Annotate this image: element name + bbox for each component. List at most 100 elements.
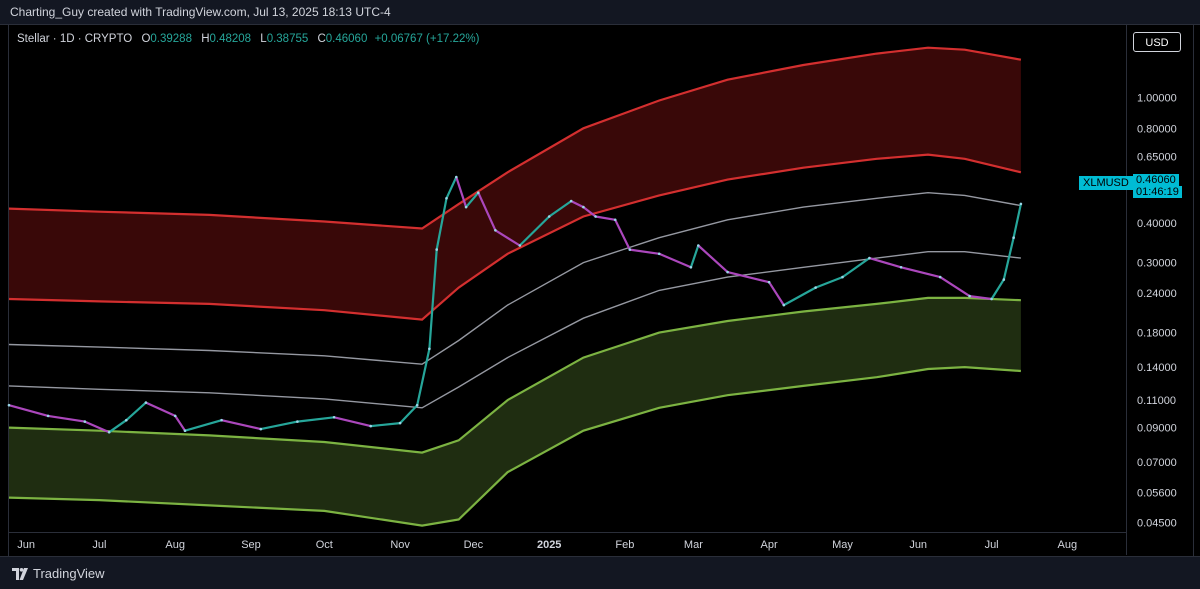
symbol-legend: Stellar · 1D · CRYPTO O0.39288 H0.48208 … (17, 33, 479, 45)
price-point (968, 294, 971, 298)
price-segment (726, 271, 771, 284)
currency-button[interactable]: USD (1133, 32, 1181, 52)
price-point (841, 275, 844, 279)
price-point (547, 215, 551, 218)
price-point (1019, 202, 1023, 206)
price-segment (614, 218, 631, 251)
x-tick-label: Feb (615, 539, 634, 551)
price-point (782, 303, 786, 307)
price-point (428, 347, 431, 351)
x-tick-label: Sep (241, 539, 261, 551)
x-tick-label: Oct (316, 539, 333, 551)
price-point (582, 205, 585, 209)
price-segment (518, 215, 551, 247)
high-label: H (201, 33, 210, 45)
price-segment (46, 414, 86, 423)
x-tick-label: May (832, 539, 853, 551)
price-segment (174, 414, 187, 432)
price-point (173, 414, 177, 418)
change-value: +0.06767 (+17.22%) (374, 33, 480, 45)
y-tick-label: 0.05600 (1137, 488, 1177, 500)
price-segment (435, 197, 448, 251)
price-point (518, 244, 522, 247)
open-label: O (141, 33, 151, 45)
price-segment (428, 248, 438, 350)
x-tick-label: Mar (684, 539, 703, 551)
y-tick-label: 0.07000 (1137, 457, 1177, 469)
price-segment (899, 266, 942, 279)
y-tick-label: 0.09000 (1137, 423, 1177, 435)
low-label: L (260, 33, 267, 45)
upper-band-top-line (8, 46, 1022, 230)
price-segment (628, 248, 661, 255)
y-tick-label: 1.00000 (1137, 93, 1177, 105)
price-point (7, 403, 11, 407)
x-tick-label: Aug (1058, 539, 1078, 551)
price-point (767, 280, 771, 284)
price-segment (220, 419, 262, 431)
price-point (657, 252, 661, 256)
price-point (1012, 236, 1015, 239)
high-value: 0.48208 (209, 33, 252, 45)
upper-band-bottom-line (8, 153, 1022, 321)
y-tick-label: 0.11000 (1137, 395, 1176, 407)
price-segment (183, 419, 223, 432)
price-point (296, 420, 299, 423)
lower-band-bottom-line (8, 365, 1021, 527)
price-point (398, 421, 402, 425)
price-segment (582, 206, 597, 218)
y-tick-label: 0.04500 (1137, 518, 1177, 530)
price-segment (83, 420, 111, 434)
y-tick-label: 0.14000 (1137, 362, 1177, 374)
price-segment (814, 276, 844, 289)
price-segment (108, 419, 128, 434)
price-segment (570, 200, 585, 209)
price-segment (369, 422, 402, 428)
x-tick-label: 2025 (537, 539, 561, 551)
chart-frame (8, 24, 1194, 556)
last-price-label: 0.46060 (1133, 174, 1179, 186)
lower-band-top-line (8, 296, 1021, 454)
y-tick-label: 0.24000 (1137, 288, 1177, 300)
price-segment (689, 244, 700, 269)
price-point (259, 427, 263, 431)
price-point (814, 286, 817, 289)
tradingview-logo-icon (12, 567, 28, 580)
price-point (220, 418, 223, 422)
price-segment (868, 257, 903, 269)
price-segment (477, 191, 497, 232)
top-bar: Charting_Guy created with TradingView.co… (0, 0, 1200, 25)
y-tick-label: 0.18000 (1137, 328, 1177, 340)
tradingview-brand[interactable]: TradingView (12, 566, 105, 581)
y-tick-label: 0.30000 (1137, 258, 1177, 270)
price-point (899, 266, 903, 269)
y-tick-label: 0.65000 (1137, 152, 1177, 164)
price-segment (548, 200, 573, 218)
lower-band-fill (9, 297, 1021, 526)
price-segment (296, 416, 336, 423)
price-point (1002, 278, 1006, 281)
x-tick-label: Jul (92, 539, 106, 551)
price-point (990, 297, 993, 301)
low-value: 0.38755 (266, 33, 309, 45)
x-tick-label: Dec (464, 539, 484, 551)
price-point (697, 244, 700, 247)
price-segment (7, 404, 50, 417)
price-point (726, 270, 729, 274)
price-point (594, 215, 597, 218)
symbol-name[interactable]: Stellar · 1D · CRYPTO (17, 33, 133, 45)
price-point (445, 197, 448, 200)
price-point (628, 248, 632, 251)
price-point (435, 248, 439, 251)
price-segment (594, 215, 617, 221)
price-segment (968, 295, 993, 301)
price-point (569, 199, 573, 203)
price-point (369, 424, 373, 428)
price-point (144, 401, 148, 404)
price-point (183, 429, 187, 433)
price-segment (333, 416, 372, 428)
price-point (125, 418, 128, 422)
price-point (938, 275, 942, 279)
price-point (332, 416, 336, 419)
